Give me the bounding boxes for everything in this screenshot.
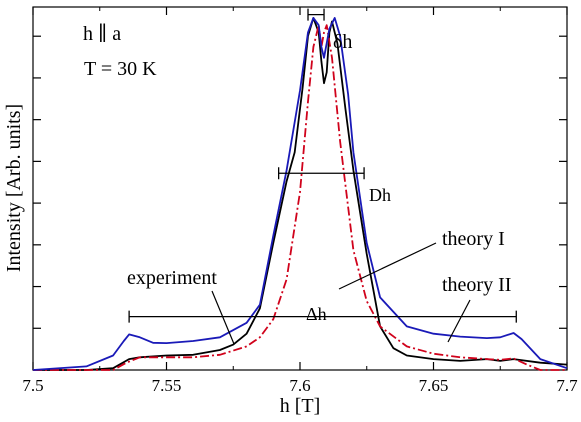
series-experiment bbox=[33, 17, 568, 371]
condition-temperature: T = 30 K bbox=[84, 58, 157, 80]
y-ticks bbox=[33, 35, 567, 329]
x-tick-label: 7.7 bbox=[556, 376, 578, 395]
label-D-width: Dh bbox=[369, 185, 391, 205]
label-experiment: experiment bbox=[127, 267, 217, 289]
series-layer bbox=[32, 17, 568, 371]
x-axis-label: h [T] bbox=[280, 395, 321, 417]
x-tick-label: 7.6 bbox=[289, 376, 310, 395]
series-theory-ii bbox=[32, 17, 568, 371]
x-ticks: 7.5 7.55 7.6 7.65 7.7 bbox=[22, 7, 578, 395]
label-delta-small: δh bbox=[333, 31, 352, 53]
condition-field: h ∥ a bbox=[83, 23, 121, 45]
width-markers bbox=[128, 8, 517, 323]
leader-lines bbox=[211, 242, 471, 345]
leader-experiment bbox=[211, 290, 235, 345]
x-tick-label: 7.5 bbox=[22, 376, 43, 395]
leader-theory-2 bbox=[447, 299, 471, 343]
series-theory-i bbox=[33, 24, 567, 371]
label-theory-2: theory II bbox=[442, 274, 511, 296]
x-tick-label: 7.55 bbox=[152, 376, 182, 395]
x-tick-label: 7.65 bbox=[419, 376, 449, 395]
label-theory-1: theory I bbox=[442, 228, 505, 250]
label-Delta-width: Δh bbox=[306, 304, 327, 324]
y-axis-label: Intensity [Arb. units] bbox=[3, 104, 25, 272]
leader-theory-1 bbox=[338, 242, 437, 290]
